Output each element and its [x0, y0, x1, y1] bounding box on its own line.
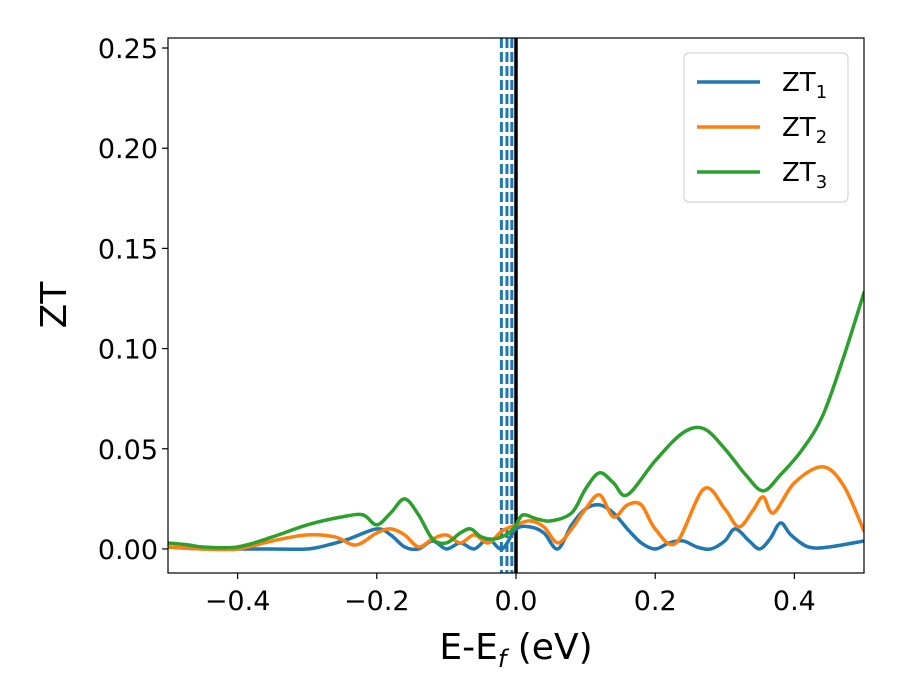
x-tick-label: −0.4 [205, 586, 271, 617]
x-axis-ticks: −0.4 −0.2 0.0 0.2 0.4 [205, 573, 816, 617]
y-tick-label: 0.20 [98, 134, 158, 165]
legend-label-zt3: ZT3 [782, 158, 827, 193]
legend-label-zt2: ZT2 [782, 113, 827, 148]
legend: ZT1 ZT2 ZT3 [683, 52, 849, 203]
legend-box [683, 52, 849, 203]
x-axis-title-main: E-E [439, 627, 497, 668]
y-tick-label: 0.25 [98, 34, 158, 65]
x-tick-label: 0.4 [773, 586, 816, 617]
y-tick-label: 0.10 [98, 335, 158, 366]
y-tick-label: 0.15 [98, 234, 158, 265]
series-line-zt3 [168, 290, 864, 550]
series-layer [168, 290, 864, 552]
legend-label-zt1: ZT1 [782, 68, 827, 103]
y-tick-label: 0.00 [98, 535, 158, 566]
x-tick-label: −0.2 [344, 586, 410, 617]
x-axis-title-unit: (eV) [506, 627, 592, 668]
x-tick-label: 0.2 [634, 586, 677, 617]
x-tick-label: 0.0 [495, 586, 538, 617]
x-axis-title: E-Ef (eV) [439, 627, 592, 673]
series-line-zt2 [168, 465, 864, 552]
y-axis-title: ZT [34, 281, 75, 329]
reference-lines [499, 38, 518, 573]
y-axis-ticks: 0.00 0.05 0.10 0.15 0.20 0.25 [98, 34, 168, 566]
y-tick-label: 0.05 [98, 435, 158, 466]
